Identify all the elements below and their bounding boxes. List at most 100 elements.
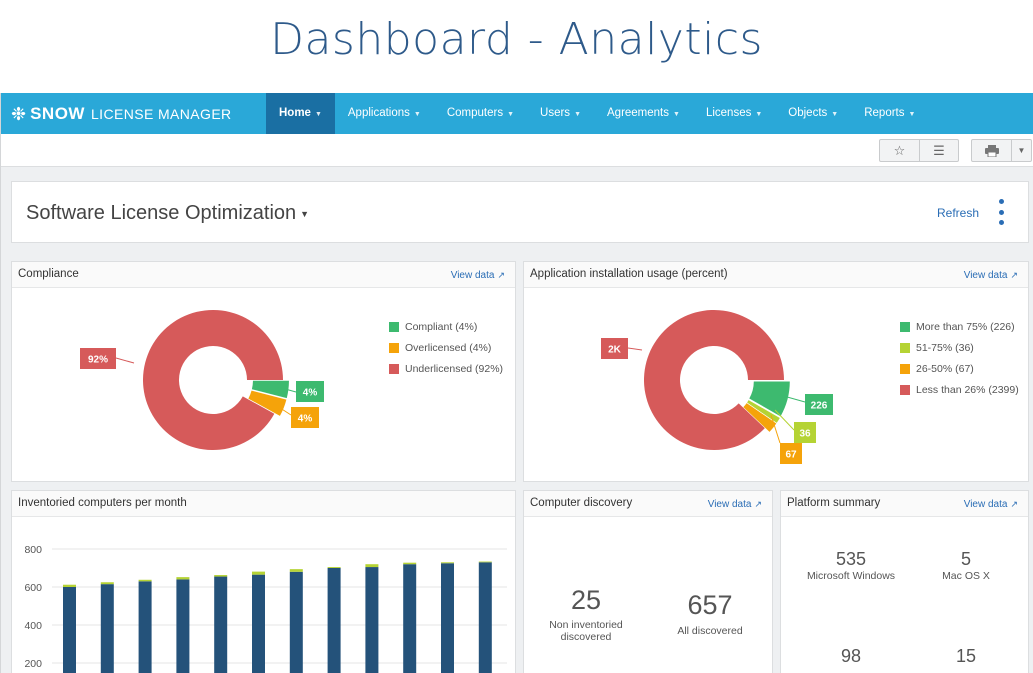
callout-leader: [774, 409, 795, 431]
non-inventoried-count[interactable]: 25: [570, 585, 602, 615]
list-icon: ☰: [933, 142, 945, 158]
brand-logo[interactable]: ❉ SNOW LICENSE MANAGER: [11, 104, 232, 124]
legend-item[interactable]: 51-75% (36): [900, 337, 1019, 358]
platform-count-4[interactable]: 15: [955, 646, 977, 666]
donut-slice[interactable]: [248, 390, 287, 416]
caret-down-icon: ▼: [314, 111, 322, 118]
all-discovered-count[interactable]: 657: [687, 590, 733, 620]
callout-label: 226: [811, 401, 828, 412]
bar-inventoried[interactable]: [327, 568, 341, 673]
bar-inventoried[interactable]: [138, 581, 152, 673]
bar-new[interactable]: [214, 575, 228, 577]
bar-new[interactable]: [403, 562, 417, 565]
bar-inventoried[interactable]: [214, 576, 228, 673]
bar-inventoried[interactable]: [252, 574, 265, 673]
more-options-icon[interactable]: [996, 199, 1006, 225]
callout-leader: [627, 347, 643, 351]
donut-slice[interactable]: [749, 381, 790, 417]
callout-box: [780, 443, 802, 464]
nav-home[interactable]: Home ▼: [266, 93, 335, 134]
refresh-link[interactable]: Refresh: [937, 206, 980, 220]
donut-slice[interactable]: [251, 380, 289, 399]
nav-objects[interactable]: Objects ▼: [788, 107, 839, 119]
bar-inventoried[interactable]: [176, 579, 190, 673]
bar-new[interactable]: [365, 564, 379, 568]
mac-count[interactable]: 5: [960, 549, 971, 569]
bar-new[interactable]: [176, 577, 190, 580]
legend-item[interactable]: 26-50% (67): [900, 358, 1019, 379]
nav-computers[interactable]: Computers ▼: [446, 107, 515, 119]
donut-slice[interactable]: [143, 310, 283, 450]
nav-agreements[interactable]: Agreements ▼: [607, 107, 680, 119]
legend-item[interactable]: Less than 26% (2399): [900, 379, 1019, 400]
view-data-link[interactable]: View data ↗: [963, 270, 1018, 281]
nav-users[interactable]: Users ▼: [540, 107, 581, 119]
legend-item[interactable]: Underlicensed (92%): [389, 358, 503, 379]
bar-new[interactable]: [100, 582, 114, 585]
bar-inventoried[interactable]: [441, 563, 454, 673]
bar-new[interactable]: [441, 562, 454, 564]
widget-title: Platform summary: [787, 497, 881, 509]
legend-item[interactable]: More than 75% (226): [900, 316, 1019, 337]
view-data-link[interactable]: View data ↗: [707, 499, 762, 510]
legend-item[interactable]: Compliant (4%): [389, 316, 503, 337]
platform-count-3[interactable]: 98: [840, 646, 862, 666]
bar-new[interactable]: [138, 579, 152, 582]
widget-title: Compliance: [18, 268, 79, 280]
brand-snow: SNOW: [30, 104, 85, 123]
bar-inventoried[interactable]: [100, 584, 114, 673]
print-options-button[interactable]: ▼: [1011, 140, 1031, 161]
callout-box: [80, 348, 116, 369]
external-link-icon: ↗: [754, 499, 762, 509]
view-data-link[interactable]: View data ↗: [450, 270, 505, 281]
favorite-button[interactable]: ☆: [880, 140, 919, 161]
computers-per-month-widget: Inventoried computers per month 800 600 40…: [11, 490, 516, 673]
widget-title: Application installation usage (percent): [530, 268, 728, 280]
view-toolbar-group: ☆ ☰: [879, 139, 959, 162]
bar-inventoried[interactable]: [403, 564, 417, 673]
bar-inventoried[interactable]: [478, 562, 492, 673]
bar-new[interactable]: [63, 584, 76, 587]
caret-down-icon: ▼: [574, 111, 581, 118]
caret-down-icon: ▼: [673, 111, 680, 118]
caret-down-icon: ▼: [507, 111, 515, 118]
view-data-link[interactable]: View data ↗: [963, 499, 1018, 510]
nav-applications[interactable]: Applications ▼: [347, 107, 421, 119]
callout-label: 4%: [303, 388, 318, 399]
mac-label: Mac OS X: [942, 570, 990, 582]
nav-licenses[interactable]: Licenses ▼: [705, 107, 763, 119]
callout-leader: [273, 403, 292, 416]
bar-new[interactable]: [478, 561, 492, 563]
list-view-button[interactable]: ☰: [919, 140, 958, 161]
external-link-icon: ↗: [1010, 499, 1018, 509]
computers-bar-chart: 800 600 400 200: [24, 544, 507, 673]
legend-item[interactable]: Overlicensed (4%): [389, 337, 503, 358]
donut-slice[interactable]: [743, 403, 777, 432]
windows-count[interactable]: 535: [835, 549, 867, 569]
callout-box: [291, 407, 319, 428]
bar-inventoried[interactable]: [63, 587, 76, 673]
callout-leader: [779, 394, 806, 403]
bar-new[interactable]: [289, 569, 303, 572]
page-title-dropdown[interactable]: Software License Optimization ▼: [26, 202, 310, 224]
donut-slice[interactable]: [644, 310, 784, 450]
callout-label: 2K: [608, 345, 622, 356]
compliance-widget: Compliance View data ↗ 4% 4% 92% Compliant …: [11, 261, 516, 482]
platform-summary-widget: Platform summary View data ↗ 535 Microsof…: [780, 490, 1029, 673]
print-button[interactable]: [972, 140, 1011, 161]
bar-inventoried[interactable]: [289, 571, 303, 673]
callout-box: [794, 422, 816, 443]
y-tick-label: 400: [24, 620, 42, 632]
widget-header: Platform summary View data ↗: [781, 491, 1028, 517]
bar-new[interactable]: [252, 571, 265, 575]
y-tick-label: 600: [24, 582, 42, 594]
callout-leader: [770, 414, 781, 444]
external-link-icon: ↗: [497, 270, 505, 280]
nav-reports[interactable]: Reports ▼: [864, 107, 916, 119]
callout-label: 92%: [88, 355, 108, 366]
external-link-icon: ↗: [1010, 270, 1018, 280]
bar-inventoried[interactable]: [365, 567, 379, 673]
widget-header: Application installation usage (percent)…: [524, 262, 1028, 288]
bar-new[interactable]: [327, 567, 341, 568]
print-icon: [984, 144, 999, 157]
